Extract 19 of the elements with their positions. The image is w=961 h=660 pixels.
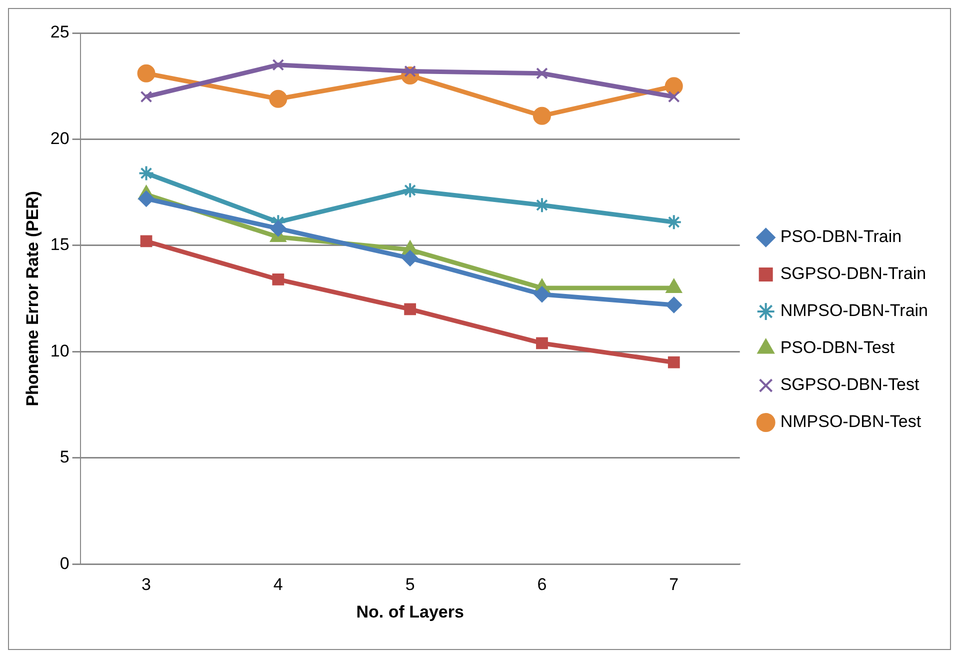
- y-tick-label: 5: [60, 448, 70, 467]
- x-tick-label: 3: [142, 575, 151, 594]
- legend-label: SGPSO-DBN-Test: [780, 375, 920, 394]
- y-tick-label: 20: [50, 128, 70, 148]
- x-tick-label: 6: [537, 575, 547, 594]
- legend-label: NMPSO-DBN-Test: [780, 412, 922, 432]
- x-tick-label: 7: [669, 575, 679, 594]
- y-axis-title: Phoneme Error Rate (PER): [22, 190, 42, 406]
- legend-label: PSO-DBN-Train: [780, 227, 902, 246]
- x-tick-label: 5: [405, 575, 415, 594]
- y-tick-label: 0: [60, 554, 70, 573]
- x-axis-title: No. of Layers: [356, 602, 464, 622]
- legend-label: NMPSO-DBN-Train: [780, 301, 928, 320]
- x-tick-label: 4: [273, 575, 283, 594]
- y-tick-label: 10: [50, 341, 70, 360]
- y-tick-label: 25: [50, 22, 70, 42]
- legend-label: SGPSO-DBN-Train: [780, 264, 926, 284]
- legend-label: PSO-DBN-Test: [780, 338, 895, 358]
- y-tick-label: 15: [50, 235, 70, 254]
